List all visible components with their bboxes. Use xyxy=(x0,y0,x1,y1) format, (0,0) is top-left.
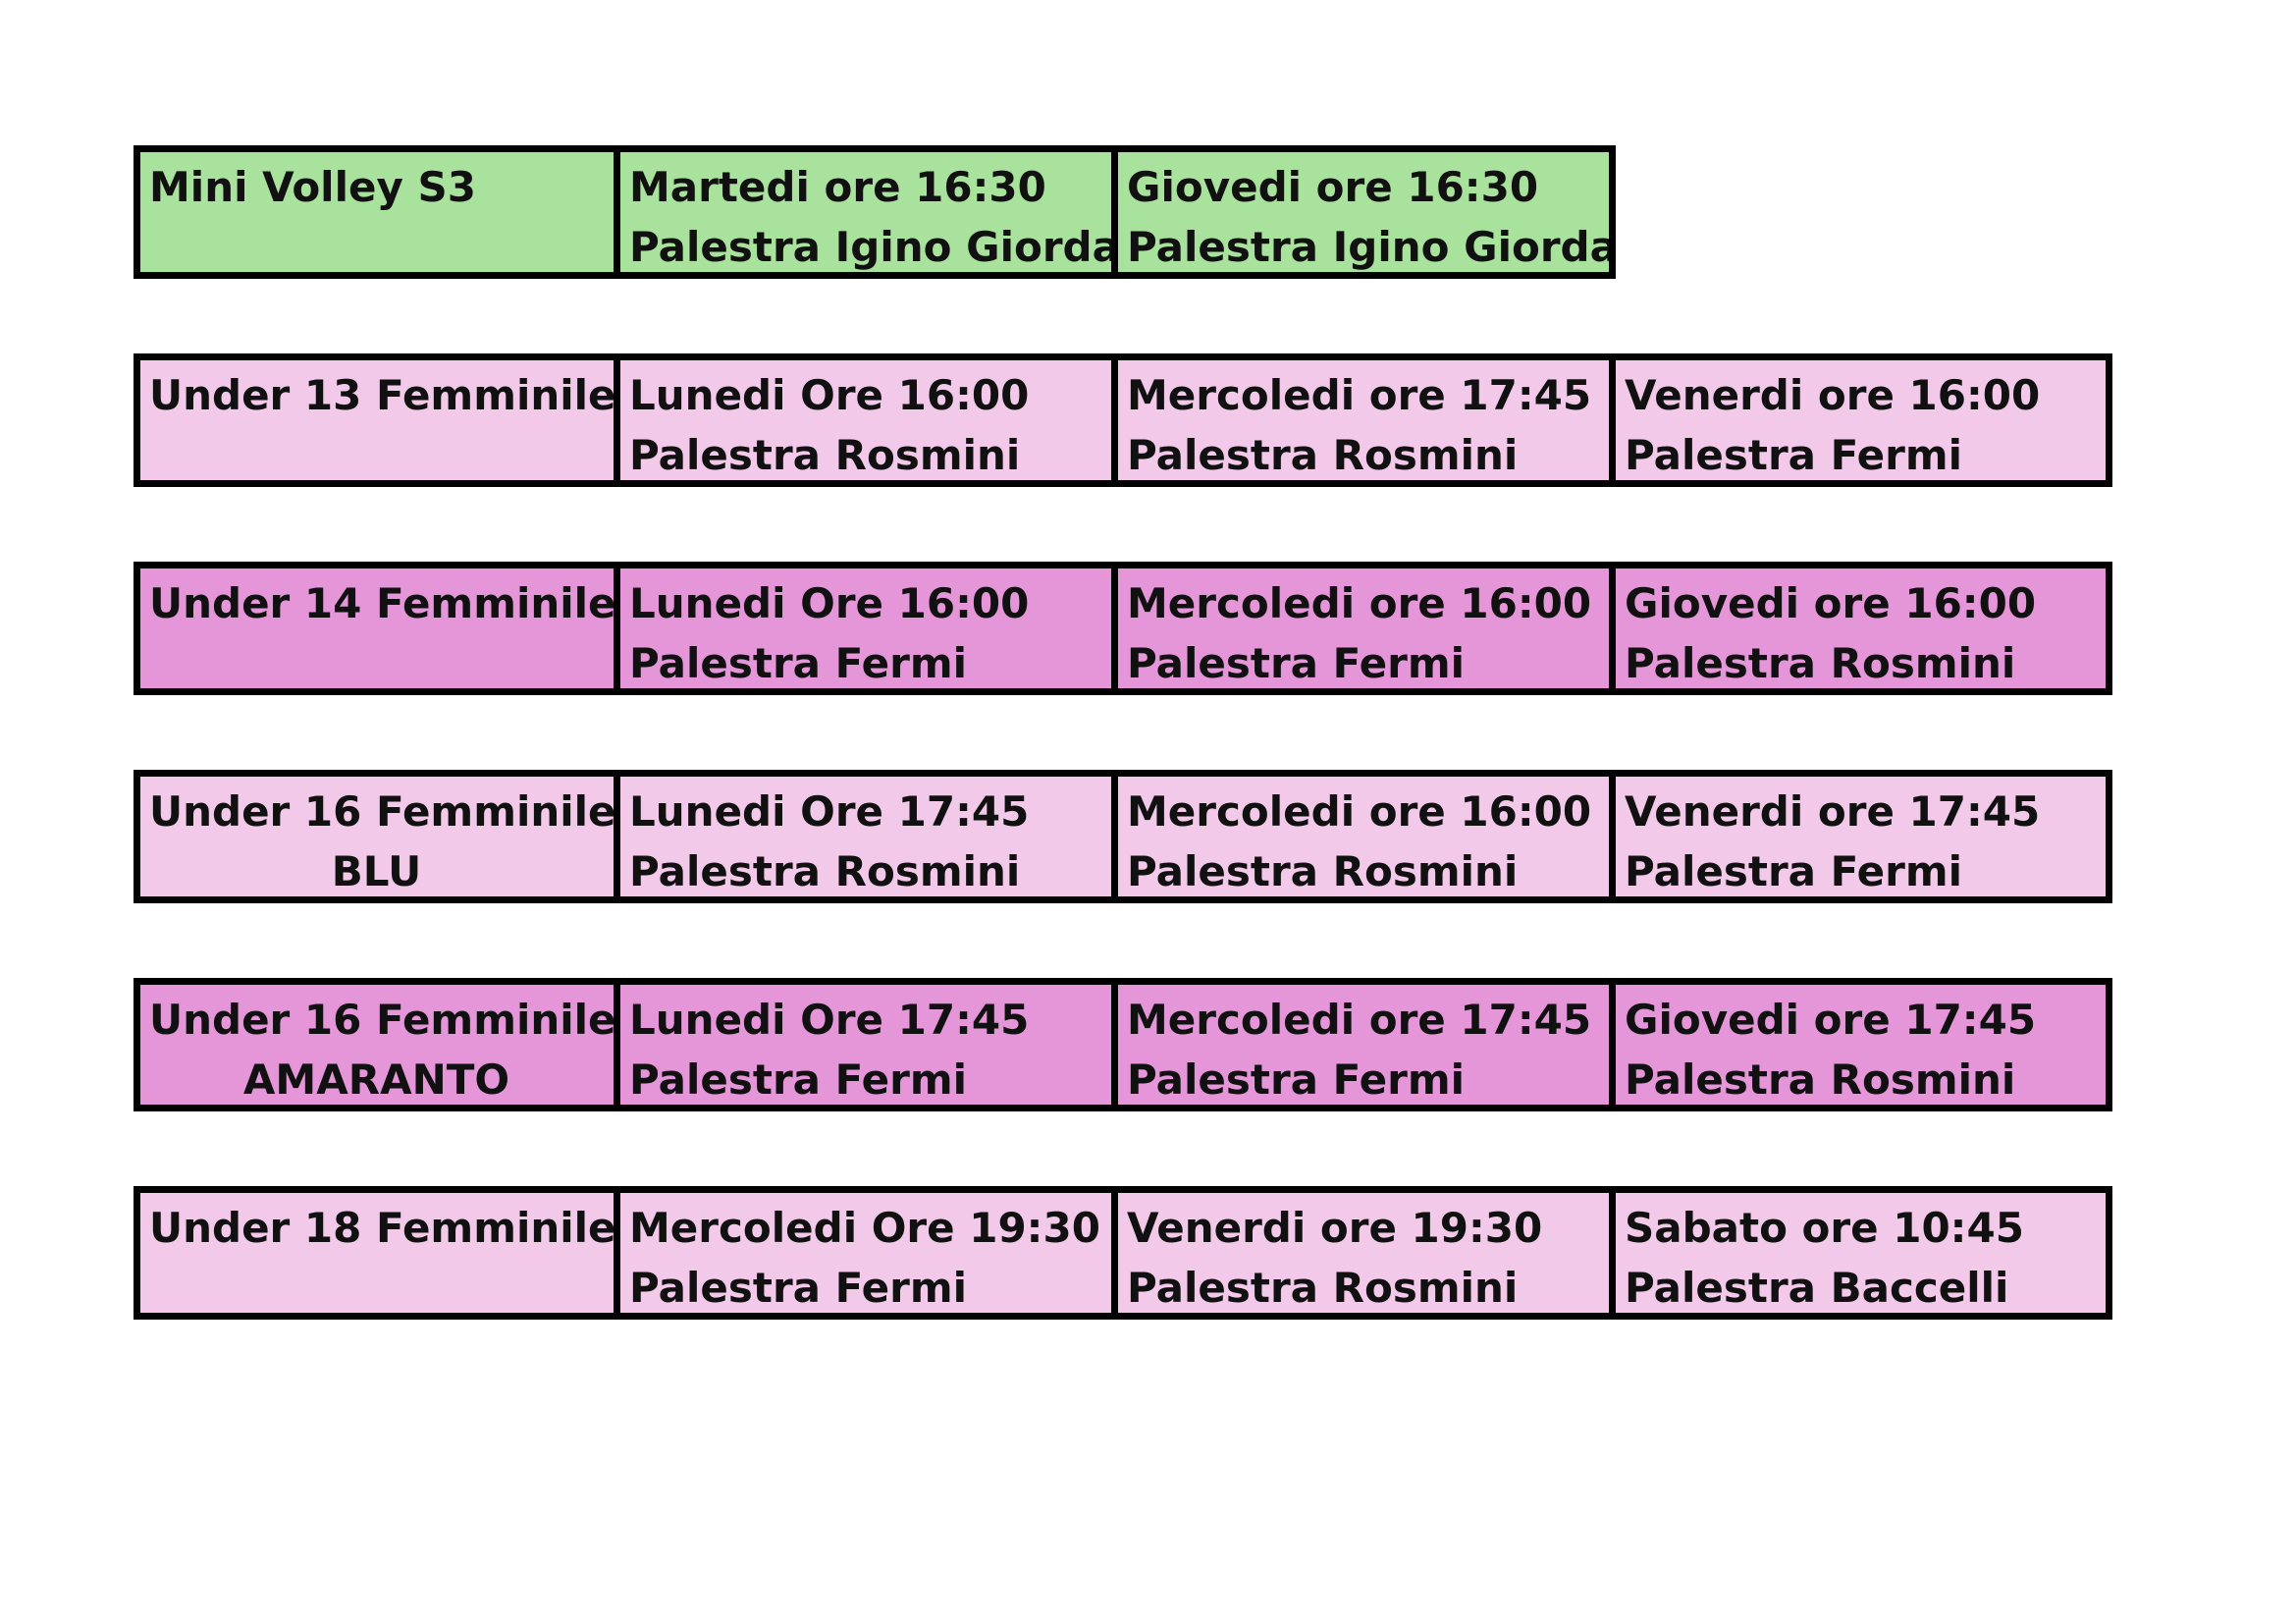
slot-gym: Palestra Rosmini xyxy=(1625,1055,2016,1104)
schedule-row-under-16-blu: Under 16 Femminile BLU Lunedi Ore 17:45 … xyxy=(133,770,2112,903)
training-slot-cell: Lunedi Ore 17:45 Palestra Fermi xyxy=(620,978,1118,1111)
training-slot-cell: Lunedi Ore 16:00 Palestra Rosmini xyxy=(620,353,1118,487)
slot-day-time: Venerdi ore 17:45 xyxy=(1625,787,2041,836)
slot-day-time: Mercoledi ore 17:45 xyxy=(1127,371,1592,419)
team-name-cell: Under 16 Femminile AMARANTO xyxy=(133,978,620,1111)
training-slot-cell: Mercoledi ore 17:45 Palestra Fermi xyxy=(1118,978,1616,1111)
team-name-cell: Mini Volley S3 xyxy=(133,145,620,279)
schedule-row-mini-volley-s3: Mini Volley S3 Martedi ore 16:30 Palestr… xyxy=(133,145,2112,279)
training-slot-cell: Mercoledi Ore 19:30 Palestra Fermi xyxy=(620,1186,1118,1320)
slot-day-time: Mercoledi ore 16:00 xyxy=(1127,787,1592,836)
schedule-row-under-13: Under 13 Femminile Lunedi Ore 16:00 Pale… xyxy=(133,353,2112,487)
team-name: Under 16 Femminile xyxy=(149,996,616,1044)
slot-gym: Palestra Rosmini xyxy=(1127,431,1519,479)
slot-gym: Palestra Fermi xyxy=(629,639,967,687)
training-slot-cell: Giovedi ore 16:00 Palestra Rosmini xyxy=(1616,562,2112,695)
slot-day-time: Mercoledi Ore 19:30 xyxy=(629,1204,1100,1252)
training-slot-cell: Giovedi ore 16:30 Palestra Igino Giordan… xyxy=(1118,145,1616,279)
training-schedule: Mini Volley S3 Martedi ore 16:30 Palestr… xyxy=(133,145,2112,1394)
team-name: Mini Volley S3 xyxy=(149,163,476,211)
schedule-row-under-18: Under 18 Femminile Mercoledi Ore 19:30 P… xyxy=(133,1186,2112,1320)
training-slot-cell: Venerdi ore 16:00 Palestra Fermi xyxy=(1616,353,2112,487)
team-name: Under 14 Femminile xyxy=(149,579,616,627)
slot-gym: Palestra Rosmini xyxy=(1127,847,1519,895)
slot-day-time: Martedi ore 16:30 xyxy=(629,163,1046,211)
slot-gym: Palestra Rosmini xyxy=(1127,1264,1519,1312)
slot-day-time: Lunedi Ore 16:00 xyxy=(629,371,1030,419)
slot-gym: Palestra Igino Giordani xyxy=(1127,223,1616,271)
training-slot-cell: Mercoledi ore 17:45 Palestra Rosmini xyxy=(1118,353,1616,487)
schedule-row-under-14: Under 14 Femminile Lunedi Ore 16:00 Pale… xyxy=(133,562,2112,695)
slot-gym: Palestra Fermi xyxy=(629,1055,967,1104)
slot-day-time: Venerdi ore 19:30 xyxy=(1127,1204,1543,1252)
slot-gym: Palestra Fermi xyxy=(1127,1055,1465,1104)
team-name-cell: Under 18 Femminile xyxy=(133,1186,620,1320)
team-name-cell: Under 14 Femminile xyxy=(133,562,620,695)
slot-day-time: Venerdi ore 16:00 xyxy=(1625,371,2041,419)
schedule-row-under-16-amaranto: Under 16 Femminile AMARANTO Lunedi Ore 1… xyxy=(133,978,2112,1111)
team-name-cell: Under 16 Femminile BLU xyxy=(133,770,620,903)
training-slot-cell: Giovedi ore 17:45 Palestra Rosmini xyxy=(1616,978,2112,1111)
slot-day-time: Lunedi Ore 16:00 xyxy=(629,579,1030,627)
team-name: Under 18 Femminile xyxy=(149,1204,616,1252)
slot-gym: Palestra Rosmini xyxy=(1625,639,2016,687)
training-slot-cell: Sabato ore 10:45 Palestra Baccelli xyxy=(1616,1186,2112,1320)
slot-gym: Palestra Baccelli xyxy=(1625,1264,2009,1312)
team-group: AMARANTO xyxy=(242,1055,510,1104)
team-name: Under 13 Femminile xyxy=(149,371,616,419)
training-slot-cell: Mercoledi ore 16:00 Palestra Fermi xyxy=(1118,562,1616,695)
training-slot-cell: Martedi ore 16:30 Palestra Igino Giordan… xyxy=(620,145,1118,279)
team-name-cell: Under 13 Femminile xyxy=(133,353,620,487)
slot-day-time: Mercoledi ore 17:45 xyxy=(1127,996,1592,1044)
training-slot-cell: Lunedi Ore 17:45 Palestra Rosmini xyxy=(620,770,1118,903)
team-group: BLU xyxy=(331,847,422,895)
training-slot-cell: Lunedi Ore 16:00 Palestra Fermi xyxy=(620,562,1118,695)
team-name: Under 16 Femminile xyxy=(149,787,616,836)
training-slot-cell: Mercoledi ore 16:00 Palestra Rosmini xyxy=(1118,770,1616,903)
slot-day-time: Lunedi Ore 17:45 xyxy=(629,787,1030,836)
slot-gym: Palestra Rosmini xyxy=(629,847,1021,895)
slot-day-time: Lunedi Ore 17:45 xyxy=(629,996,1030,1044)
slot-gym: Palestra Fermi xyxy=(629,1264,967,1312)
training-slot-cell: Venerdi ore 19:30 Palestra Rosmini xyxy=(1118,1186,1616,1320)
slot-gym: Palestra Fermi xyxy=(1625,847,1962,895)
slot-day-time: Giovedi ore 16:30 xyxy=(1127,163,1539,211)
slot-gym: Palestra Fermi xyxy=(1127,639,1465,687)
slot-gym: Palestra Rosmini xyxy=(629,431,1021,479)
slot-day-time: Giovedi ore 16:00 xyxy=(1625,579,2037,627)
training-slot-cell: Venerdi ore 17:45 Palestra Fermi xyxy=(1616,770,2112,903)
slot-gym: Palestra Fermi xyxy=(1625,431,1962,479)
slot-day-time: Mercoledi ore 16:00 xyxy=(1127,579,1592,627)
slot-day-time: Sabato ore 10:45 xyxy=(1625,1204,2024,1252)
slot-gym: Palestra Igino Giordani xyxy=(629,223,1118,271)
slot-day-time: Giovedi ore 17:45 xyxy=(1625,996,2037,1044)
